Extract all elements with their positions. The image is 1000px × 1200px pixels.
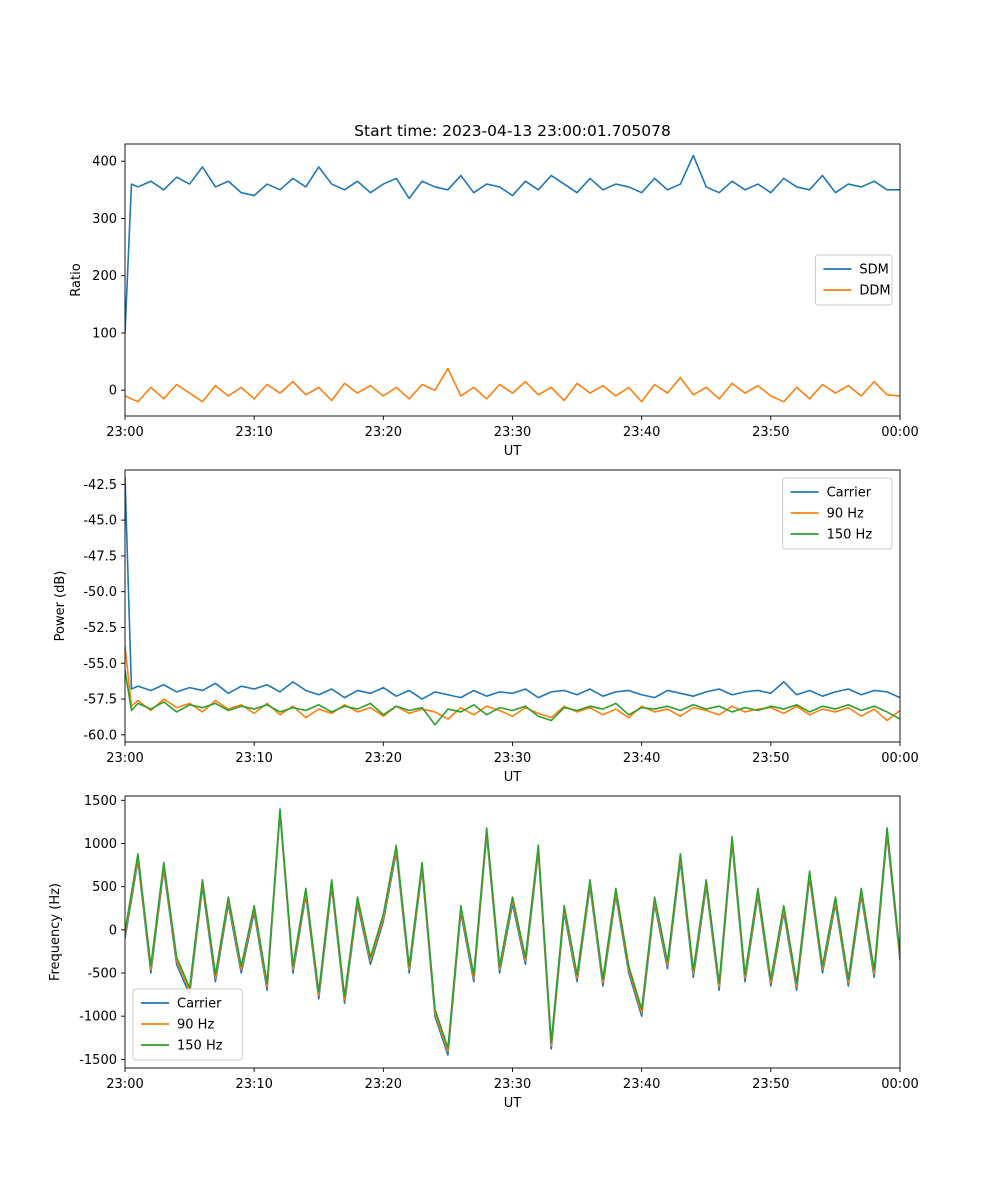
x-tick-label: 23:20: [365, 751, 402, 766]
y-axis-label: Ratio: [69, 263, 84, 296]
y-tick-label: 0: [109, 923, 117, 938]
x-tick-label: 23:40: [623, 1077, 660, 1092]
x-tick-label: 23:00: [106, 751, 143, 766]
x-tick-label: 23:30: [494, 425, 531, 440]
y-tick-label: 300: [92, 212, 117, 227]
x-tick-label: 23:00: [106, 425, 143, 440]
legend-label-carrier: Carrier: [177, 997, 222, 1012]
x-axis-label: UT: [504, 770, 522, 785]
series-line-150-hz: [125, 808, 900, 1049]
legend-box: [814, 254, 893, 306]
y-tick-label: 500: [92, 880, 117, 895]
legend-label-90-hz: 90 Hz: [827, 507, 864, 522]
series-lines: [125, 477, 900, 726]
legend-label-150-hz: 150 Hz: [177, 1039, 223, 1054]
x-tick-label: 23:00: [106, 1077, 143, 1092]
y-tick-label: -57.5: [83, 693, 117, 708]
x-tick-label: 23:30: [494, 751, 531, 766]
legend-label-sdm: SDM: [859, 263, 888, 278]
series-line-carrier: [125, 477, 900, 700]
y-tick-label: -47.5: [83, 549, 117, 564]
x-tick-label: 23:40: [623, 425, 660, 440]
y-tick-label: -45.0: [83, 514, 117, 529]
y-tick-label: -42.5: [83, 478, 117, 493]
series-line-sdm: [125, 154, 900, 334]
y-axis-label: Frequency (Hz): [48, 883, 63, 981]
x-tick-label: 23:30: [494, 1077, 531, 1092]
y-tick-label: -50.0: [83, 585, 117, 600]
y-tick-label: -60.0: [83, 728, 117, 743]
series-line-ddm: [125, 367, 900, 403]
figure-title: Start time: 2023-04-13 23:00:01.705078: [354, 122, 671, 140]
series-lines: [125, 808, 900, 1056]
x-axis-label: UT: [504, 1096, 522, 1111]
y-axis-label: Power (dB): [53, 571, 68, 642]
x-tick-label: 23:50: [752, 751, 789, 766]
x-tick-label: 23:10: [235, 425, 272, 440]
x-tick-label: 23:10: [235, 1077, 272, 1092]
x-tick-label: 23:10: [235, 751, 272, 766]
y-tick-label: -500: [87, 967, 117, 982]
panel-3: 23:00 23:10 23:20 23:30 23:40 23:50 00:00 1500 1…: [48, 794, 919, 1111]
y-tick-label: -52.5: [83, 621, 117, 636]
x-tick-label: 23:50: [752, 1077, 789, 1092]
x-tick-label: 23:50: [752, 425, 789, 440]
series-line-150-hz: [125, 670, 900, 726]
y-tick-label: 200: [92, 269, 117, 284]
y-tick-label: 1000: [84, 837, 117, 852]
y-tick-label: -1500: [79, 1053, 117, 1068]
y-tick-label: -55.0: [83, 657, 117, 672]
x-tick-label: 00:00: [881, 751, 918, 766]
x-tick-label: 23:20: [365, 425, 402, 440]
legend-label-90-hz: 90 Hz: [177, 1018, 214, 1033]
x-tick-label: 23:20: [365, 1077, 402, 1092]
series-lines: [125, 154, 900, 403]
y-tick-label: -1000: [79, 1010, 117, 1025]
legend-box: [132, 988, 243, 1061]
panel-2: 23:00 23:10 23:20 23:30 23:40 23:50 00:00 -42.5…: [53, 469, 919, 785]
x-tick-label: 00:00: [881, 1077, 918, 1092]
y-tick-label: 400: [92, 155, 117, 170]
legend: Carrier 90 Hz 150 Hz: [782, 477, 893, 550]
panel-1: 23:00 23:10 23:20 23:30 23:40 23:50 00:00 0 100 2…: [69, 143, 919, 459]
legend-box: [782, 477, 893, 550]
legend: Carrier 90 Hz 150 Hz: [132, 988, 243, 1061]
legend-label-ddm: DDM: [859, 284, 890, 299]
legend: SDM DDM: [814, 254, 893, 306]
legend-label-carrier: Carrier: [827, 486, 872, 501]
legend-label-150-hz: 150 Hz: [827, 528, 873, 543]
y-tick-label: 0: [109, 384, 117, 399]
y-tick-label: 1500: [84, 794, 117, 809]
x-tick-label: 23:40: [623, 751, 660, 766]
y-tick-label: 100: [92, 326, 117, 341]
x-axis-label: UT: [504, 444, 522, 459]
x-tick-label: 00:00: [881, 425, 918, 440]
